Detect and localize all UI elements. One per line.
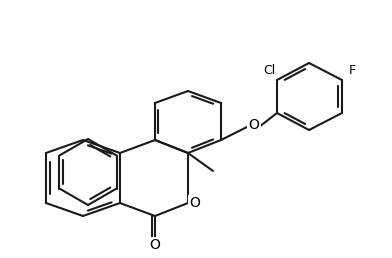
- Text: O: O: [190, 196, 200, 210]
- Text: O: O: [249, 118, 260, 132]
- Text: Cl: Cl: [263, 63, 275, 77]
- Text: O: O: [150, 238, 160, 252]
- Text: F: F: [348, 63, 356, 77]
